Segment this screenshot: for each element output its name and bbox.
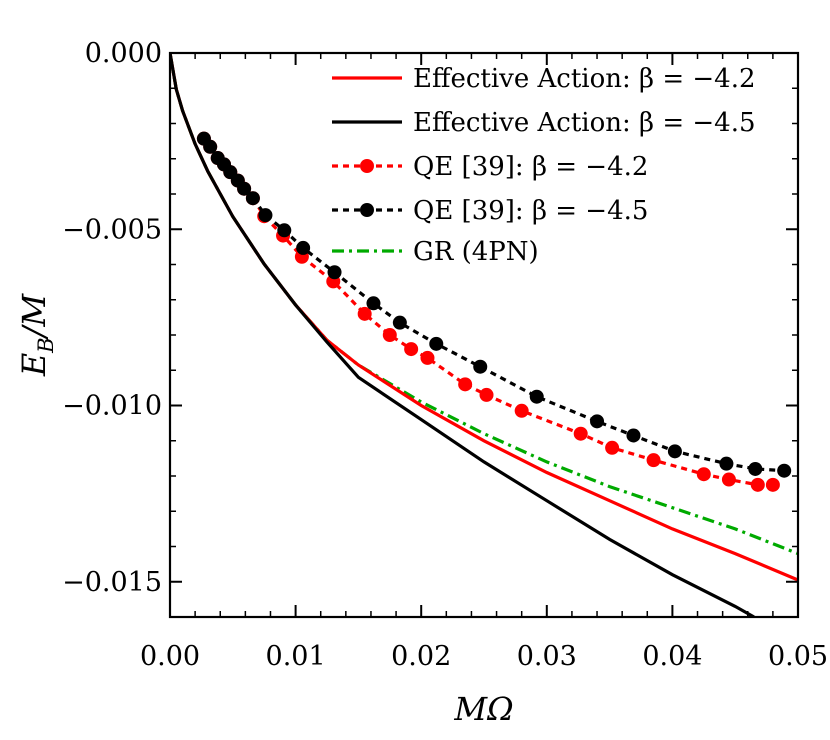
x-tick-label: 0.04 xyxy=(642,641,702,672)
x-tick-label: 0.02 xyxy=(391,641,451,672)
legend-label: QE [39]: β = −4.2 xyxy=(413,152,648,182)
legend-label: Effective Action: β = −4.2 xyxy=(413,64,756,94)
data-point xyxy=(529,389,544,404)
data-point xyxy=(750,477,765,492)
data-point xyxy=(392,315,407,330)
y-tick-label: −0.015 xyxy=(62,567,162,598)
data-point xyxy=(277,223,292,238)
data-point xyxy=(573,426,588,441)
legend: Effective Action: β = −4.2 Effective Acti… xyxy=(332,64,756,267)
x-tick-label: 0.01 xyxy=(266,641,326,672)
legend-marker xyxy=(360,203,374,217)
legend-label: QE [39]: β = −4.5 xyxy=(413,196,648,226)
y-tick-label: −0.010 xyxy=(62,391,162,422)
legend-marker xyxy=(360,159,374,173)
data-point xyxy=(605,440,620,455)
data-point xyxy=(258,208,273,223)
data-point xyxy=(357,306,372,321)
x-tick-label: 0.05 xyxy=(768,641,828,672)
data-point xyxy=(382,328,397,342)
data-point xyxy=(646,453,661,468)
legend-label: Effective Action: β = −4.5 xyxy=(413,108,756,138)
data-point xyxy=(429,336,444,351)
data-point xyxy=(296,240,311,255)
y-tick-label: 0.000 xyxy=(85,38,162,69)
series-line xyxy=(202,137,785,473)
series-line xyxy=(202,137,773,487)
data-point xyxy=(404,342,419,357)
y-axis-label: EB/M xyxy=(15,293,58,378)
data-point xyxy=(458,377,473,392)
data-point xyxy=(719,456,734,471)
data-point xyxy=(590,414,605,429)
legend-label: GR (4PN) xyxy=(413,237,539,267)
data-point xyxy=(327,265,342,280)
data-point xyxy=(696,467,711,482)
data-point xyxy=(667,444,682,459)
data-point xyxy=(473,359,488,374)
data-point xyxy=(514,403,529,418)
x-axis-label: MΩ xyxy=(453,690,513,728)
data-point xyxy=(626,428,641,443)
data-point xyxy=(777,463,792,478)
data-point xyxy=(748,461,763,476)
x-tick-label: 0.03 xyxy=(517,641,577,672)
data-point xyxy=(765,477,780,492)
data-point xyxy=(420,350,435,365)
data-point xyxy=(366,296,381,311)
data-point xyxy=(721,472,736,487)
data-point xyxy=(245,191,260,206)
y-tick-label: −0.005 xyxy=(62,214,162,245)
data-point xyxy=(479,387,494,402)
data-point xyxy=(203,139,218,154)
series-line xyxy=(170,53,755,617)
data-point xyxy=(237,181,252,196)
x-tick-label: 0.00 xyxy=(140,641,200,672)
